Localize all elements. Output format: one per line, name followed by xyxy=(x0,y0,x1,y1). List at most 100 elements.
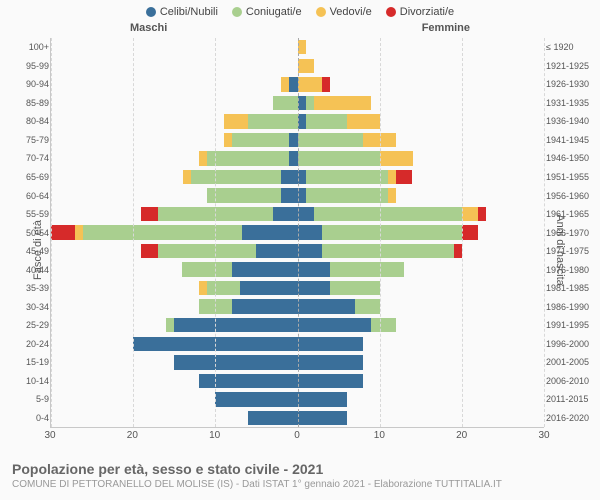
bar-segment xyxy=(298,225,323,239)
birth-year-label: 1981-1985 xyxy=(546,283,598,293)
age-label: 55-59 xyxy=(15,209,49,219)
x-tick-label: 10 xyxy=(374,430,385,441)
bar-segment xyxy=(298,374,364,388)
bar-segment xyxy=(215,392,297,406)
x-tick-label: 0 xyxy=(294,430,300,441)
bar-segment xyxy=(298,170,306,184)
age-label: 70-74 xyxy=(15,153,49,163)
age-label: 65-69 xyxy=(15,172,49,182)
bar-segment xyxy=(306,96,314,110)
bar-segment xyxy=(314,96,372,110)
age-label: 45-49 xyxy=(15,246,49,256)
birth-year-label: 1956-1960 xyxy=(546,191,598,201)
bar-segment xyxy=(141,207,157,221)
legend-swatch xyxy=(316,7,326,17)
age-label: 0-4 xyxy=(15,413,49,423)
footer: Popolazione per età, sesso e stato civil… xyxy=(12,461,502,490)
birth-year-label: 2006-2010 xyxy=(546,376,598,386)
bar-segment xyxy=(281,170,297,184)
age-label: 60-64 xyxy=(15,191,49,201)
legend-label: Celibi/Nubili xyxy=(160,6,218,18)
birth-year-label: 1991-1995 xyxy=(546,320,598,330)
bar-segment xyxy=(158,244,257,258)
bar-segment xyxy=(199,151,207,165)
bar-segment xyxy=(298,114,306,128)
bar-segment xyxy=(314,207,462,221)
bar-segment xyxy=(273,96,298,110)
bar-segment xyxy=(273,207,298,221)
legend-swatch xyxy=(232,7,242,17)
bar-segment xyxy=(232,262,298,276)
bar-segment xyxy=(330,262,404,276)
chart-area: 100+≤ 192095-991921-192590-941926-193085… xyxy=(50,38,544,428)
bar-segment xyxy=(174,355,297,369)
age-label: 50-54 xyxy=(15,228,49,238)
x-tick-label: 30 xyxy=(44,430,55,441)
birth-year-label: 1936-1940 xyxy=(546,116,598,126)
bar-segment xyxy=(298,151,380,165)
bar-segment xyxy=(298,411,347,425)
age-label: 5-9 xyxy=(15,394,49,404)
bar-segment xyxy=(256,244,297,258)
age-label: 100+ xyxy=(15,42,49,52)
x-tick-label: 30 xyxy=(538,430,549,441)
bar-segment xyxy=(224,114,249,128)
bar-segment xyxy=(347,114,380,128)
age-label: 10-14 xyxy=(15,376,49,386)
bar-segment xyxy=(298,40,306,54)
bar-segment xyxy=(207,281,240,295)
female-label: Femmine xyxy=(422,22,470,34)
bar-segment xyxy=(191,170,281,184)
bar-segment xyxy=(322,225,462,239)
birth-year-label: 2016-2020 xyxy=(546,413,598,423)
birth-year-label: ≤ 1920 xyxy=(546,42,598,52)
birth-year-label: 2001-2005 xyxy=(546,357,598,367)
legend-label: Vedovi/e xyxy=(330,6,372,18)
bar-segment xyxy=(396,170,412,184)
x-tick-label: 10 xyxy=(209,430,220,441)
bar-segment xyxy=(281,77,289,91)
x-tick-label: 20 xyxy=(456,430,467,441)
bar-segment xyxy=(298,244,323,258)
bar-segment xyxy=(298,96,306,110)
bar-segment xyxy=(75,225,83,239)
bar-segment xyxy=(51,225,75,239)
birth-year-label: 1961-1965 xyxy=(546,209,598,219)
bar-segment xyxy=(462,207,478,221)
age-label: 30-34 xyxy=(15,302,49,312)
male-label: Maschi xyxy=(130,22,167,34)
chart-title: Popolazione per età, sesso e stato civil… xyxy=(12,461,502,477)
bar-segment xyxy=(322,244,453,258)
birth-year-label: 1921-1925 xyxy=(546,61,598,71)
bar-segment xyxy=(298,392,347,406)
bar-segment xyxy=(207,188,281,202)
bar-segment xyxy=(462,225,478,239)
birth-year-label: 2011-2015 xyxy=(546,394,598,404)
bar-segment xyxy=(83,225,242,239)
bar-segment xyxy=(322,77,330,91)
x-axis-ticks: 3020100102030 xyxy=(50,430,544,444)
bar-segment xyxy=(232,299,298,313)
bar-segment xyxy=(281,188,297,202)
birth-year-label: 1946-1950 xyxy=(546,153,598,163)
bar-segment xyxy=(380,151,413,165)
legend-item: Vedovi/e xyxy=(316,6,372,18)
age-label: 95-99 xyxy=(15,61,49,71)
age-label: 85-89 xyxy=(15,98,49,108)
birth-year-label: 1996-2000 xyxy=(546,339,598,349)
birth-year-label: 1976-1980 xyxy=(546,265,598,275)
birth-year-label: 1926-1930 xyxy=(546,79,598,89)
bar-segment xyxy=(166,318,174,332)
bar-segment xyxy=(289,133,297,147)
bar-segment xyxy=(306,170,388,184)
legend: Celibi/NubiliConiugati/eVedovi/eDivorzia… xyxy=(0,0,600,20)
legend-item: Celibi/Nubili xyxy=(146,6,218,18)
legend-swatch xyxy=(146,7,156,17)
bar-segment xyxy=(298,318,372,332)
x-tick-label: 20 xyxy=(127,430,138,441)
bar-segment xyxy=(306,114,347,128)
bar-segment xyxy=(182,262,231,276)
bar-segment xyxy=(232,133,290,147)
birth-year-label: 1966-1970 xyxy=(546,228,598,238)
bar-segment xyxy=(298,299,356,313)
